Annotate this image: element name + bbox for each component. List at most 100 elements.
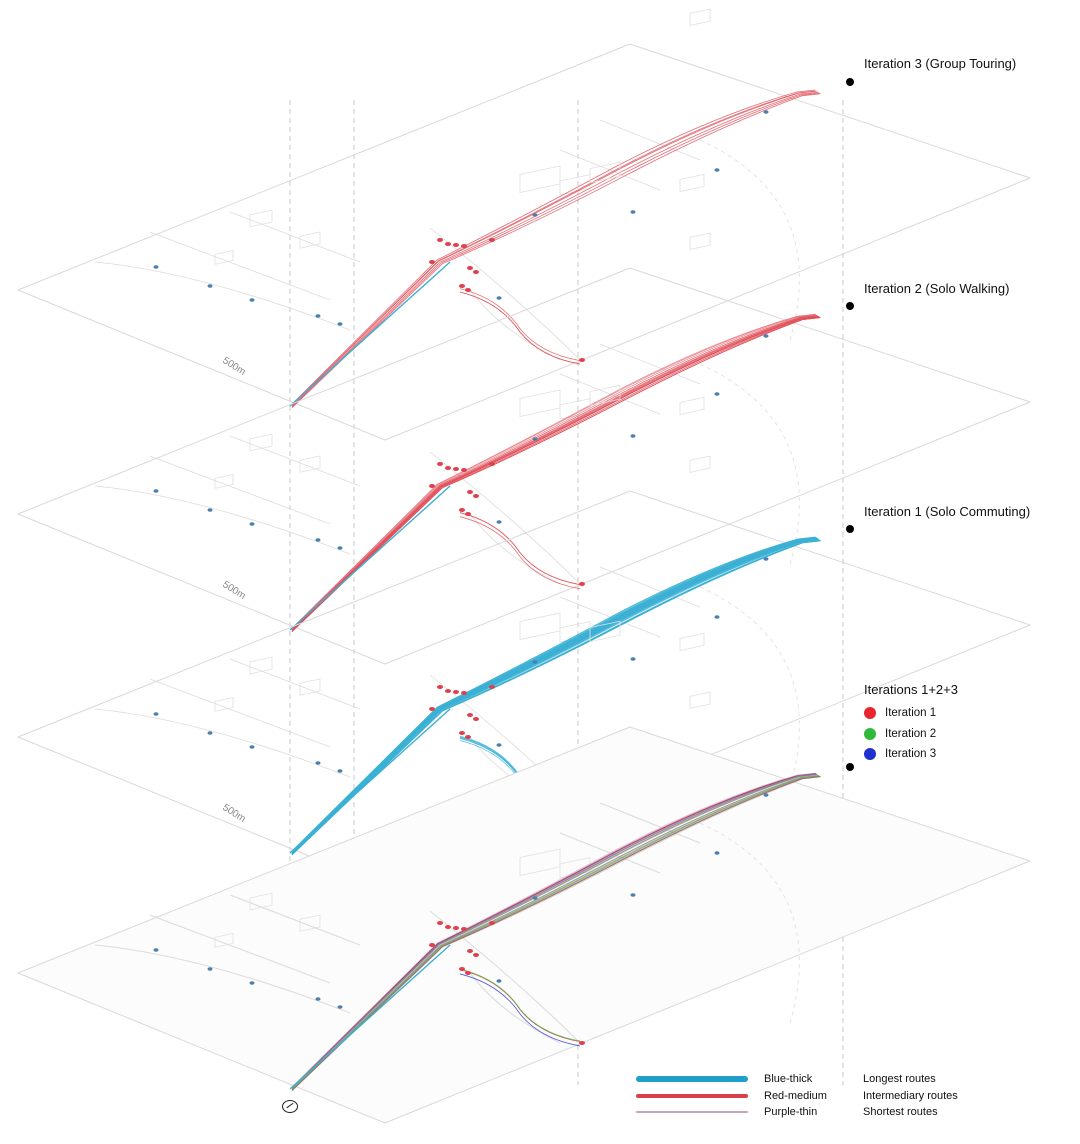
purple-thin-swatch [636,1111,748,1114]
district-boundary [699,586,800,788]
base-streets [94,566,701,808]
compass-icon [282,1100,298,1113]
building-outline [589,161,621,184]
poi-marker-blue [532,896,538,900]
route-line [291,316,820,632]
building-outline [214,696,234,712]
layer-label-iteration-1: Iteration 1 (Solo Commuting) [864,504,1031,519]
route-line [291,773,816,1088]
route-line [291,315,819,631]
poi-marker-blue [207,967,213,971]
map-layer-2: 500m [17,161,1031,665]
poi-marker-red [459,284,465,288]
route-line [291,315,819,631]
poi-marker-blue [315,314,321,318]
layer-bullet-4 [846,763,854,771]
legend-label-iteration-2: Iteration 2 [885,727,937,740]
route-line [291,776,822,1092]
poi-marker-red [453,690,459,694]
poi-marker-blue [496,743,502,747]
route-legend-row-red: Red-medium Intermediary routes [636,1088,958,1105]
route-legend-row-purple: Purple-thin Shortest routes [636,1104,958,1121]
poi-marker-blue [153,265,159,269]
poi-marker-red [429,484,435,488]
building-outline [519,848,561,876]
poi-marker-red [459,731,465,735]
route-line [291,316,820,631]
route-line [291,317,821,632]
route-line [291,539,821,855]
legend-item-iteration-2: Iteration 2 [864,724,958,745]
district-boundary [699,139,800,341]
route-style-red: Red-medium [764,1089,827,1102]
route-line [291,317,821,632]
route-line [291,313,816,629]
route-line [291,772,816,1088]
building-outline [299,914,321,932]
poi-marker-red [465,971,471,975]
map-layer-1: 500m [17,8,1031,441]
poi-marker-blue [496,296,502,300]
building-outline [589,620,621,643]
route-type-legend: Blue-thick Longest routes Red-medium Int… [636,1071,958,1121]
poi-marker-blue [249,522,255,526]
poi-marker-blue [249,745,255,749]
poi-marker-blue [630,657,636,661]
base-streets [94,343,701,585]
poi-marker-red [459,508,465,512]
route-line [291,538,819,854]
poi-marker-red [461,468,467,472]
poi-marker-blue [315,997,321,1001]
route-line [291,317,821,632]
route-line [291,89,816,405]
layer-label-iteration-3: Iteration 3 (Group Touring) [864,56,1017,71]
building-outline [214,932,234,948]
branch-route [459,516,581,590]
poi-marker-red [473,494,479,498]
route-line [291,775,820,1091]
route-line [291,316,820,632]
blue-dot-icon [864,748,876,761]
map-layer-4 [17,620,1031,1124]
building-outline [679,396,705,415]
poi-marker-red [437,238,443,242]
poi-marker-red [461,927,467,931]
route-line [291,315,818,630]
route-line [291,316,820,632]
building-outline [689,455,711,473]
route-line [291,314,816,629]
route-line [291,775,820,1091]
poi-marker-blue [532,437,538,441]
poi-marker-blue [763,334,769,338]
poi-marker-red [465,512,471,516]
poi-marker-red [489,921,495,925]
poi-marker-blue [207,731,213,735]
route-line [291,316,820,632]
building-outline [249,209,273,228]
axis-route [289,944,451,1090]
building-outline [519,389,561,417]
route-line [291,776,821,1091]
poi-marker-red [453,926,459,930]
branch-route [459,968,581,1042]
poi-marker-blue [496,520,502,524]
poi-marker-red [429,707,435,711]
combined-iterations-legend: Iterations 1+2+3 Iteration 1 Iteration 2… [864,682,958,765]
poi-marker-red [473,953,479,957]
building-outline [689,8,711,26]
poi-marker-red [579,358,585,362]
route-line [291,773,817,1089]
poi-marker-blue [337,769,343,773]
map-plane [17,43,1031,441]
poi-marker-blue [532,660,538,664]
route-line [291,93,821,408]
poi-marker-red [429,943,435,947]
poi-marker-blue [207,284,213,288]
poi-marker-blue [630,434,636,438]
branch-route [459,973,581,1047]
building-outline [299,231,321,249]
building-outline [299,455,321,473]
poi-marker-red [453,243,459,247]
poi-marker-red [453,467,459,471]
poi-marker-blue [763,557,769,561]
